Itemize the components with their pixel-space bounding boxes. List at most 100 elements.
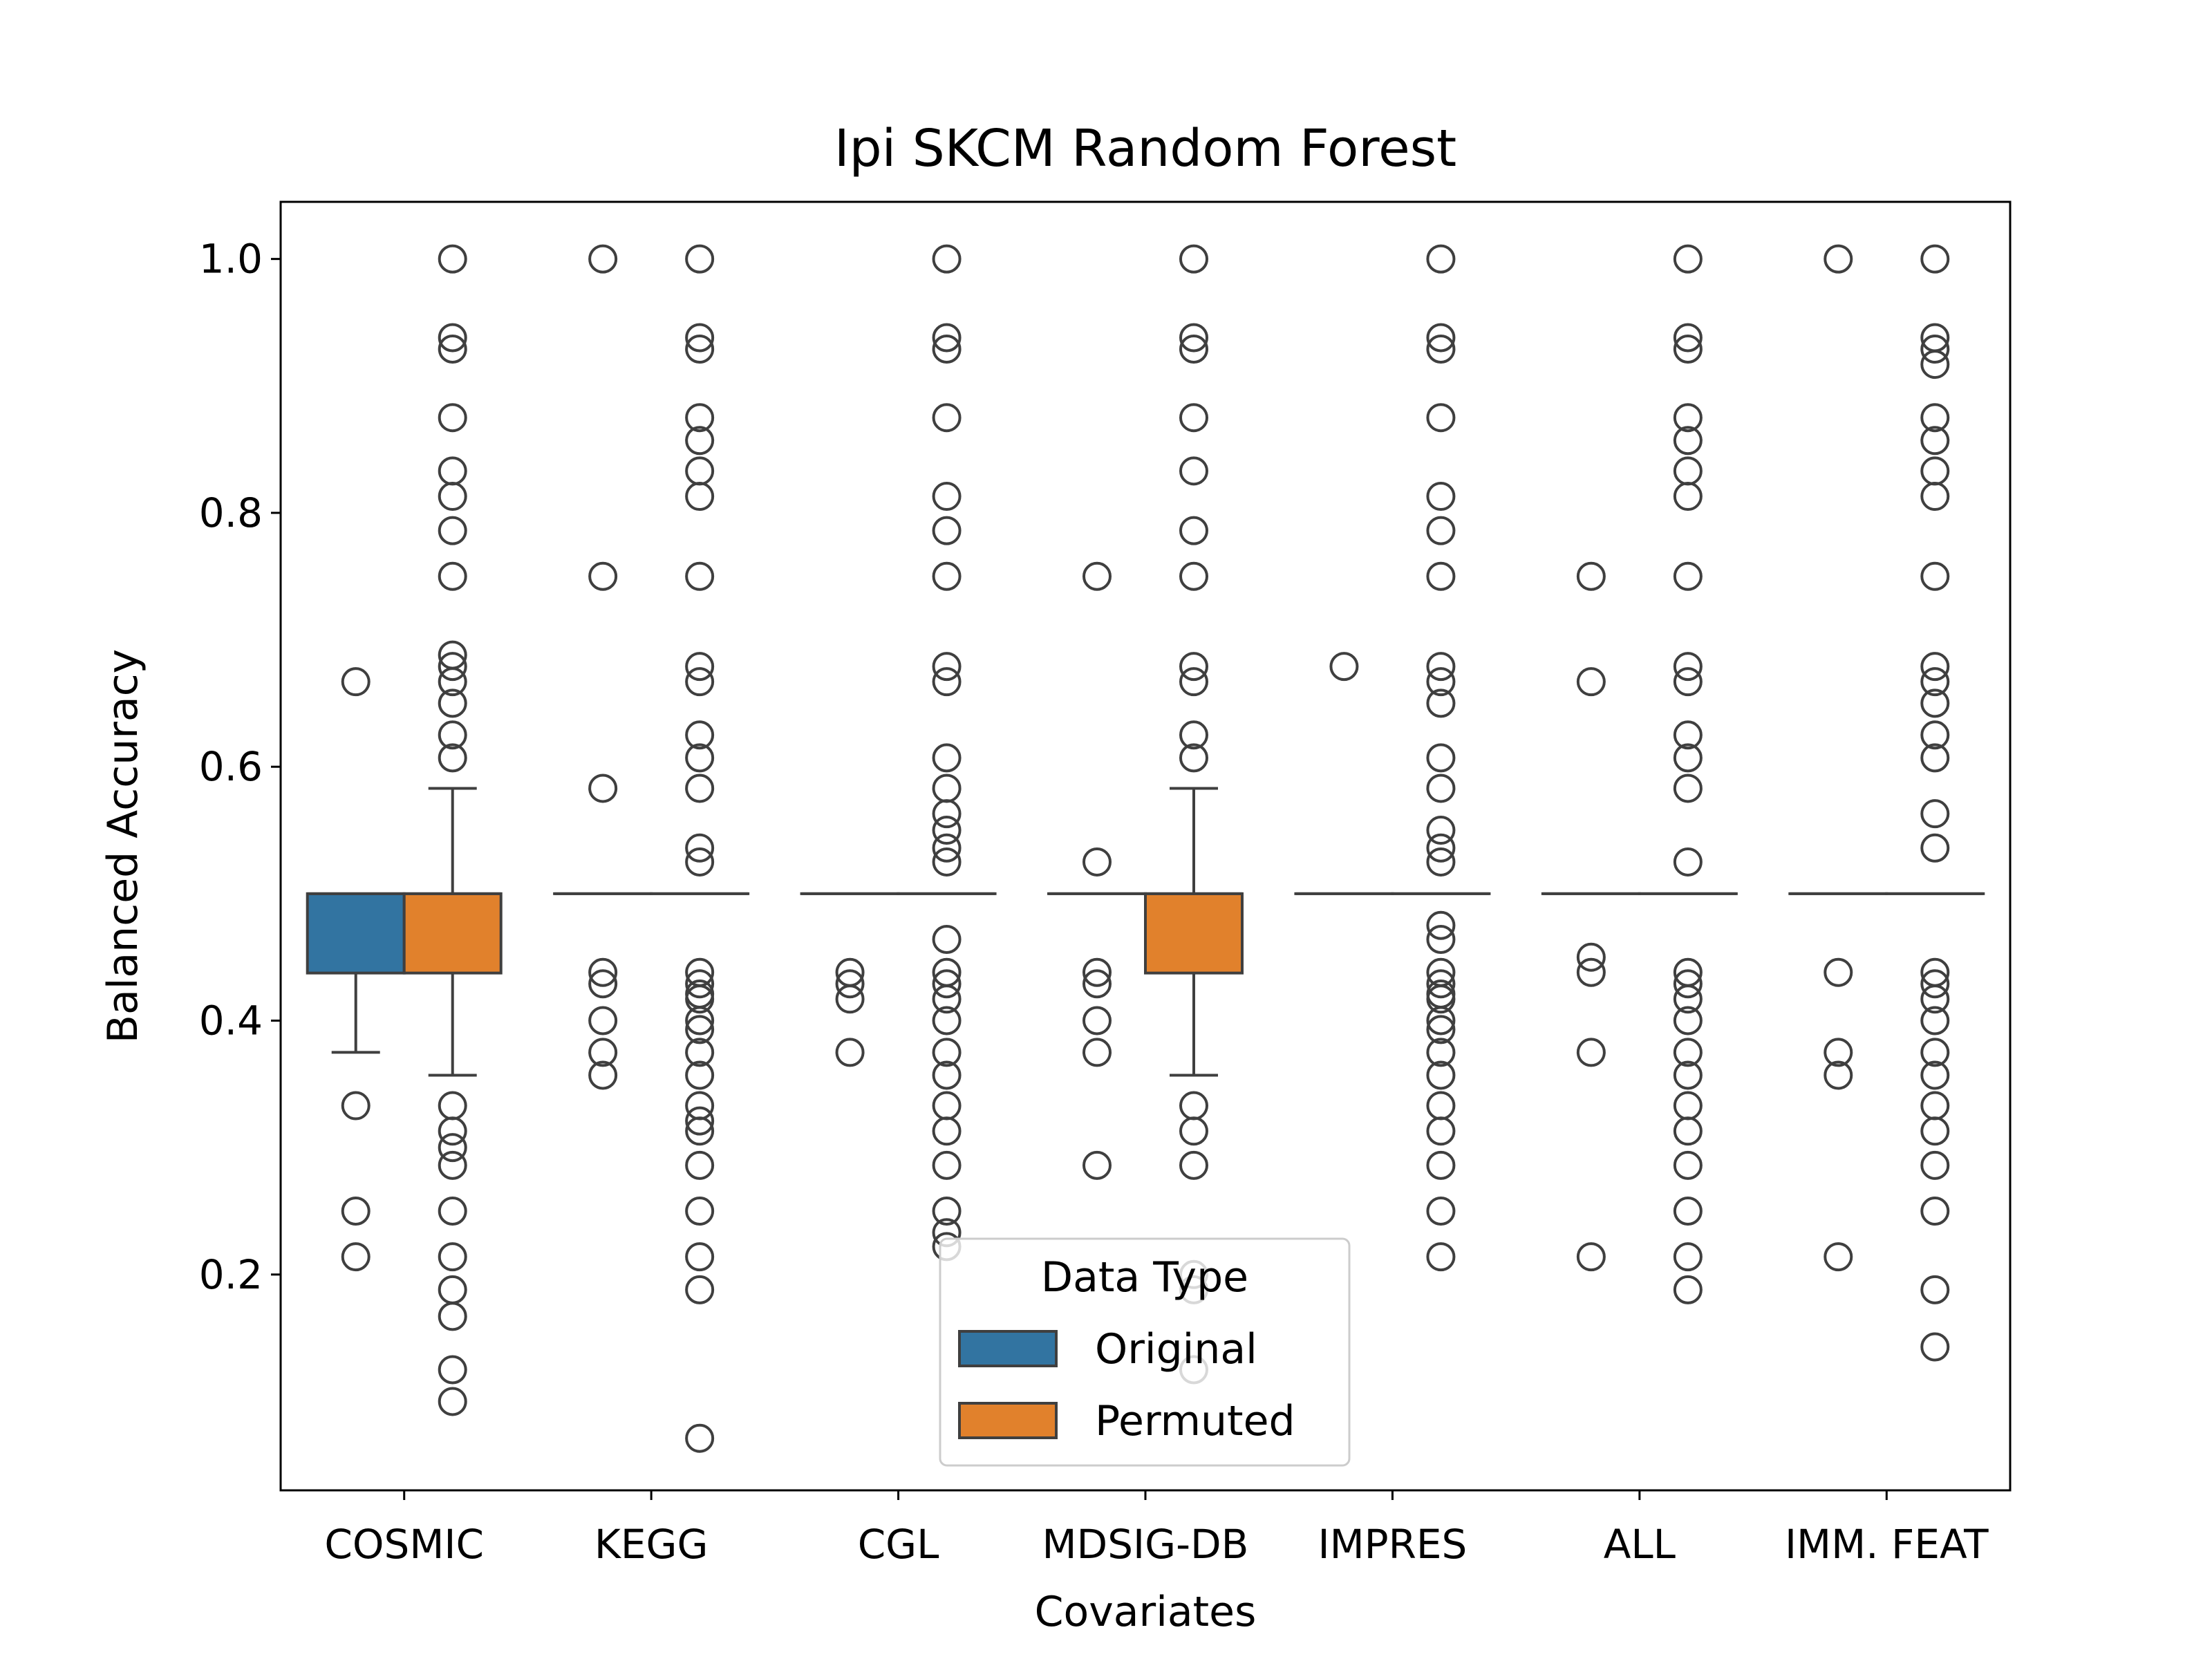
outlier-point [685, 969, 715, 999]
outlier-point [932, 816, 962, 845]
legend-swatch-permuted [958, 1402, 1058, 1439]
outlier-point [1920, 720, 1950, 750]
outlier-point [685, 1423, 715, 1453]
outlier-point [1920, 984, 1950, 1014]
outlier-point [932, 799, 962, 829]
outlier-point [1179, 652, 1208, 682]
chart-marks [306, 244, 1985, 1453]
outlier-point [1179, 516, 1208, 545]
outlier-point [1824, 1060, 1853, 1090]
outlier-point [438, 1196, 467, 1226]
box-permuted-3 [1144, 244, 1244, 1385]
outlier-point [1673, 1196, 1703, 1226]
outlier-point [1673, 720, 1703, 750]
outlier-point [1920, 1275, 1950, 1304]
outlier-point [588, 244, 618, 274]
legend-title: Data Type [1041, 1253, 1248, 1302]
outlier-point [438, 1302, 467, 1331]
outlier-point [438, 403, 467, 433]
outlier-point [1426, 688, 1456, 718]
outlier-point [932, 403, 962, 433]
outlier-point [932, 743, 962, 773]
outlier-point [588, 957, 618, 987]
outlier-point [1920, 350, 1950, 379]
outlier-point [1920, 833, 1950, 863]
outlier-point [932, 244, 962, 274]
outlier-point [1426, 847, 1456, 877]
outlier-point [1426, 984, 1456, 1014]
outlier-point [685, 244, 715, 274]
outlier-point [1920, 688, 1950, 718]
outlier-point [1673, 1242, 1703, 1272]
outlier-point [1426, 1038, 1456, 1067]
outlier-point [1920, 1006, 1950, 1035]
outlier-point [588, 774, 618, 803]
outlier-point [685, 323, 715, 353]
x-tick-label: IMM. FEAT [1785, 1521, 1989, 1568]
outlier-point [1426, 1006, 1456, 1035]
outlier-point [1920, 1332, 1950, 1362]
outlier-point [588, 1060, 618, 1090]
x-tick-label: MDSIG-DB [1042, 1521, 1249, 1568]
box-original-2 [800, 892, 900, 1067]
outlier-point [685, 1150, 715, 1180]
outlier-point [1824, 957, 1853, 987]
outlier-point [438, 323, 467, 353]
outlier-point [932, 667, 962, 697]
outlier-point [932, 323, 962, 353]
outlier-point [341, 667, 371, 697]
outlier-point [1576, 1038, 1606, 1067]
outlier-point [438, 244, 467, 274]
outlier-point [341, 1242, 371, 1272]
box-original-0 [306, 667, 406, 1272]
outlier-point [1426, 323, 1456, 353]
outlier-point [1920, 743, 1950, 773]
box-permuted-4 [1391, 244, 1491, 1272]
y-tick-label: 0.4 [199, 997, 263, 1044]
outlier-point [1673, 426, 1703, 456]
outlier-point [932, 335, 962, 364]
outlier-point [588, 1038, 618, 1067]
outlier-point [1576, 942, 1606, 972]
outlier-point [1426, 774, 1456, 803]
outlier-point [1920, 1150, 1950, 1180]
outlier-point [1673, 561, 1703, 591]
outlier-point [1082, 847, 1112, 877]
outlier-point [1426, 1116, 1456, 1146]
outlier-point [932, 924, 962, 954]
outlier-point [1082, 969, 1112, 999]
outlier-point [1082, 1006, 1112, 1035]
outlier-point [1673, 1275, 1703, 1304]
y-tick-label: 0.8 [199, 489, 263, 536]
outlier-point [835, 969, 865, 999]
outlier-point [932, 1038, 962, 1067]
outlier-point [835, 984, 865, 1014]
outlier-point [438, 1387, 467, 1416]
outlier-point [438, 743, 467, 773]
outlier-point [1179, 561, 1208, 591]
outlier-point [438, 1133, 467, 1163]
outlier-point [932, 1150, 962, 1180]
legend-swatch-original [958, 1330, 1058, 1367]
outlier-point [1329, 652, 1359, 682]
outlier-point [1673, 667, 1703, 697]
outlier-point [685, 1060, 715, 1090]
y-tick-label: 0.2 [199, 1251, 263, 1298]
outlier-point [1920, 1038, 1950, 1067]
outlier-point [1673, 403, 1703, 433]
outlier-point [685, 1116, 715, 1146]
outlier-point [1082, 1038, 1112, 1067]
outlier-point [438, 720, 467, 750]
outlier-point [1426, 969, 1456, 999]
x-tick-label: ALL [1604, 1521, 1676, 1568]
box-permuted-1 [650, 244, 750, 1453]
box-permuted-5 [1638, 244, 1738, 1304]
outlier-point [932, 984, 962, 1014]
outlier-point [1576, 561, 1606, 591]
outlier-point [932, 516, 962, 545]
box-body [1144, 892, 1244, 975]
y-tick-label: 1.0 [199, 236, 263, 283]
outlier-point [685, 652, 715, 682]
outlier-point [1426, 1196, 1456, 1226]
